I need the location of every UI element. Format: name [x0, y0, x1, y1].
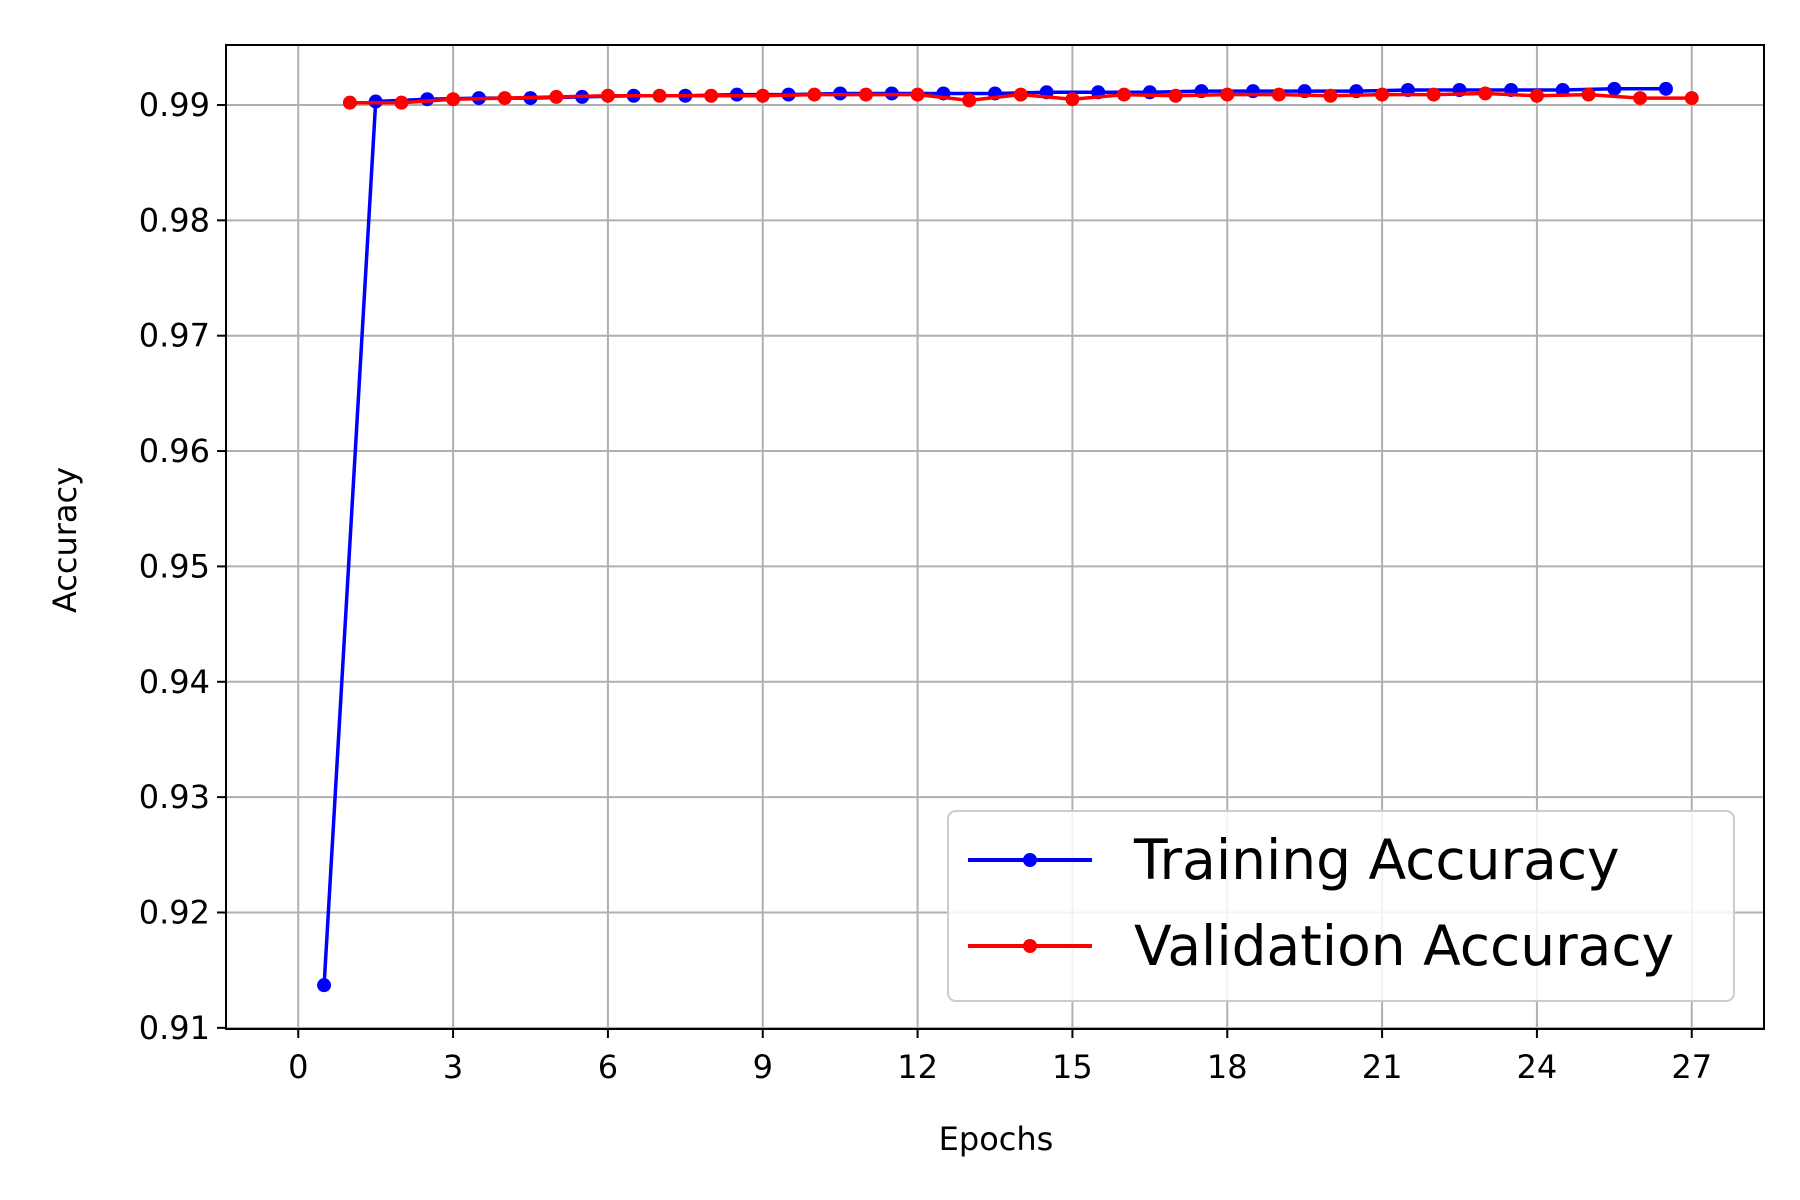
x-tick-label: 21 [1362, 1048, 1403, 1086]
x-tick-label: 6 [598, 1048, 618, 1086]
grid-lines [226, 45, 1764, 1029]
series-2-point [1478, 86, 1493, 101]
series-layer [317, 81, 1699, 993]
x-tick-label: 18 [1207, 1048, 1248, 1086]
series-2-point [807, 87, 822, 102]
axes [225, 44, 1765, 1030]
x-tick-label: 15 [1052, 1048, 1093, 1086]
series-2-point [394, 95, 409, 110]
series-2-point [910, 87, 925, 102]
series-2-point [1633, 91, 1648, 106]
series-2-point [1426, 87, 1441, 102]
y-tick-label: 0.98 [139, 201, 210, 239]
x-tick-label: 9 [753, 1048, 773, 1086]
y-tick-label: 0.96 [139, 432, 210, 470]
series-2-point [1117, 87, 1132, 102]
y-tick-label: 0.95 [139, 547, 210, 585]
series-2-point [600, 88, 615, 103]
y-tick-label: 0.97 [139, 317, 210, 355]
series-2-point [962, 93, 977, 108]
series-2-point [1013, 87, 1028, 102]
series-2-point [1684, 91, 1699, 106]
series-2-point [755, 88, 770, 103]
y-tick-label: 0.92 [139, 893, 210, 931]
y-tick-label: 0.91 [139, 1009, 210, 1047]
legend-label-1: Training Accuracy [1133, 828, 1620, 892]
series-2-point [1220, 87, 1235, 102]
y-tick-label: 0.99 [139, 86, 210, 124]
series-2-point [1581, 87, 1596, 102]
series-2-point [858, 87, 873, 102]
plot-frame [225, 44, 1765, 1030]
x-tick-label: 24 [1517, 1048, 1558, 1086]
series-2-point [1375, 87, 1390, 102]
legend-marker-1 [1023, 853, 1037, 867]
series-1-point [317, 978, 332, 993]
series-1-point [1658, 81, 1673, 96]
series-2-point [1323, 88, 1338, 103]
x-axis-title: Epochs [939, 1120, 1054, 1158]
series-1-point [1607, 81, 1622, 96]
y-axis-title: Accuracy [46, 467, 84, 613]
series-2-point [652, 88, 667, 103]
series-2-point [446, 92, 461, 107]
legend: Training Accuracy Validation Accuracy [947, 810, 1735, 1002]
series-2-point [342, 95, 357, 110]
series-2-point [497, 91, 512, 106]
legend-label-2: Validation Accuracy [1134, 914, 1674, 978]
y-tick-label: 0.94 [139, 663, 210, 701]
series-2-point [549, 89, 564, 104]
series-2-point [1168, 88, 1183, 103]
series-2-point [1271, 87, 1286, 102]
series-2-point [704, 88, 719, 103]
series-1-point [1142, 85, 1157, 100]
x-tick-label: 27 [1671, 1048, 1712, 1086]
x-tick-label: 0 [288, 1048, 308, 1086]
legend-marker-2 [1023, 939, 1037, 953]
series-2-point [1065, 92, 1080, 107]
ticks: 0 3 6 9 12 15 18 21 24 27 0.91 0.92 0.93 0.94 0.95 0.96… [139, 86, 1712, 1086]
y-tick-label: 0.93 [139, 778, 210, 816]
legend-box [947, 810, 1735, 1002]
series-2-point [1529, 88, 1544, 103]
x-tick-label: 3 [443, 1048, 463, 1086]
x-tick-label: 12 [897, 1048, 938, 1086]
